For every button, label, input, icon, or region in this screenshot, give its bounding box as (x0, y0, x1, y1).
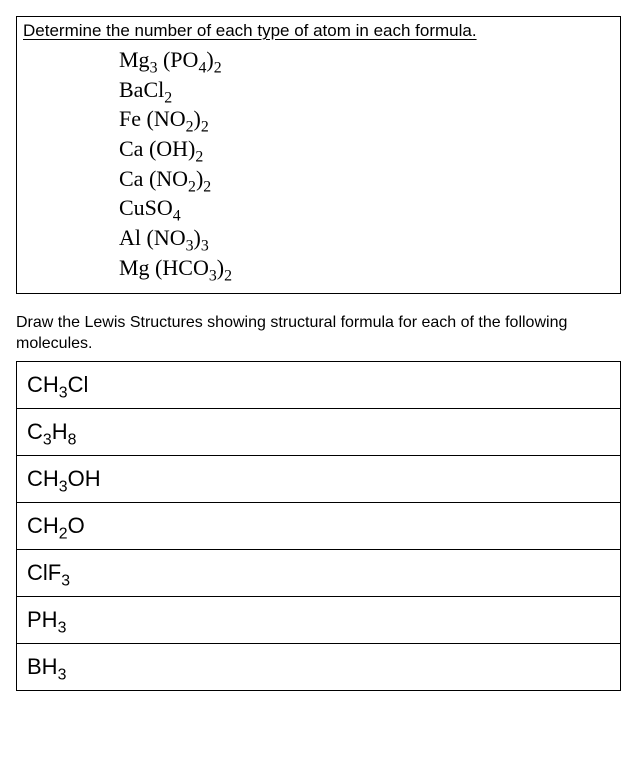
molecule-cell: BH3 (17, 643, 621, 690)
formula-item: Ca (OH)2 (119, 134, 614, 164)
molecule-cell: C3H8 (17, 408, 621, 455)
atom-count-box: Determine the number of each type of ato… (16, 16, 621, 294)
table-row: CH3Cl (17, 361, 621, 408)
table-row: CH2O (17, 502, 621, 549)
prompt-lewis: Draw the Lewis Structures showing struct… (16, 312, 621, 355)
formula-item: Al (NO3)3 (119, 223, 614, 253)
molecule-cell: CH2O (17, 502, 621, 549)
molecule-cell: CH3OH (17, 455, 621, 502)
table-row: PH3 (17, 596, 621, 643)
lewis-table: CH3ClC3H8CH3OHCH2OClF3PH3BH3 (16, 361, 621, 691)
formula-item: Mg (HCO3)2 (119, 253, 614, 283)
formula-item: Ca (NO2)2 (119, 164, 614, 194)
molecule-cell: PH3 (17, 596, 621, 643)
molecule-cell: CH3Cl (17, 361, 621, 408)
formula-list: Mg3 (PO4)2BaCl2Fe (NO2)2Ca (OH)2Ca (NO2)… (119, 45, 614, 283)
table-row: CH3OH (17, 455, 621, 502)
table-row: ClF3 (17, 549, 621, 596)
formula-item: CuSO4 (119, 193, 614, 223)
table-row: C3H8 (17, 408, 621, 455)
prompt-atom-count: Determine the number of each type of ato… (23, 21, 614, 41)
formula-item: Mg3 (PO4)2 (119, 45, 614, 75)
lewis-table-body: CH3ClC3H8CH3OHCH2OClF3PH3BH3 (17, 361, 621, 690)
table-row: BH3 (17, 643, 621, 690)
formula-item: BaCl2 (119, 75, 614, 105)
formula-item: Fe (NO2)2 (119, 104, 614, 134)
molecule-cell: ClF3 (17, 549, 621, 596)
